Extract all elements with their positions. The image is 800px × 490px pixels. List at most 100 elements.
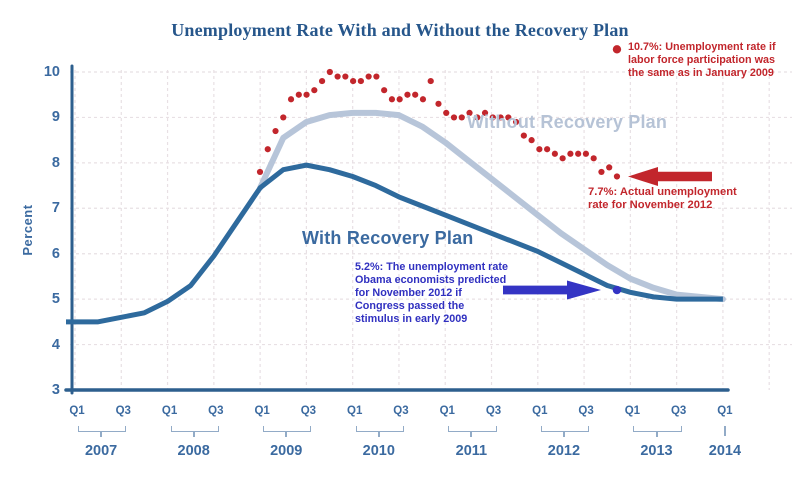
series-label-without-recovery-plan: Without Recovery Plan <box>467 112 668 132</box>
x-tick-label: Q3 <box>208 405 224 417</box>
y-tick-label: 3 <box>51 382 60 398</box>
x-tick-label: Q1 <box>69 405 85 417</box>
blue-arrow-right <box>503 280 601 300</box>
x-tick-label: Q3 <box>485 405 502 417</box>
x-tick-label: Q3 <box>393 405 409 417</box>
actual-rate-dot <box>287 96 295 103</box>
actual-rate-dot <box>295 91 302 98</box>
actual-rate-dot <box>559 155 566 162</box>
actual-rate-dot <box>551 150 558 157</box>
actual-rate-dot <box>497 114 504 121</box>
actual-rate-dot <box>404 91 411 98</box>
year-bracket-tick <box>655 431 658 437</box>
year-label: 2010 <box>362 443 395 459</box>
year-label: 2014 <box>708 443 742 459</box>
year-tick <box>723 426 726 436</box>
year-bracket <box>78 426 127 432</box>
actual-rate-dot <box>481 109 489 116</box>
actual-rate-dot <box>256 168 264 176</box>
year-bracket-tick <box>377 431 380 437</box>
actual-rate-dot <box>419 96 427 103</box>
annotation-labor-force-rate: 10.7%: Unemployment rate if labor force … <box>628 41 776 79</box>
actual-rate-dot <box>303 91 310 98</box>
predicted-rate-point <box>612 285 622 295</box>
annotation-actual-rate: 7.7%: Actual unemployment rate for Novem… <box>588 186 737 211</box>
actual-rate-dot <box>412 91 419 98</box>
actual-rate-dot <box>590 155 597 162</box>
year-label: 2008 <box>177 443 210 459</box>
actual-rate-dot <box>264 146 271 153</box>
x-tick-label: Q1 <box>532 405 548 417</box>
year-label: 2011 <box>455 443 488 459</box>
x-tick-label: Q3 <box>115 405 131 417</box>
actual-rate-dot <box>598 168 605 176</box>
y-tick-label: 6 <box>51 245 60 262</box>
actual-rate-dot <box>318 77 326 85</box>
red-arrow-left <box>628 167 712 186</box>
year-label: 2009 <box>270 443 303 459</box>
actual-rate-dot <box>272 127 279 135</box>
y-tick-label: 5 <box>51 291 60 308</box>
actual-rate-dot <box>505 114 512 121</box>
x-tick-label: Q3 <box>300 405 317 417</box>
chart-title: Unemployment Rate With and Without the R… <box>171 20 629 40</box>
year-bracket-tick <box>470 431 473 437</box>
year-label: 2012 <box>547 443 581 459</box>
actual-rate-dot <box>280 114 287 121</box>
actual-rate-dot <box>606 164 613 171</box>
actual-rate-dot <box>466 109 473 116</box>
actual-rate-dot <box>567 150 574 157</box>
actual-rate-dot <box>311 87 318 94</box>
actual-rate-dot <box>357 77 364 85</box>
actual-rate-dot <box>474 114 481 121</box>
actual-rate-dot <box>450 114 458 121</box>
actual-rate-dot <box>512 118 520 126</box>
actual-rate-dot <box>381 87 388 94</box>
year-bracket-tick <box>285 431 288 437</box>
year-bracket-tick <box>562 431 565 437</box>
actual-rate-dot <box>365 73 372 80</box>
actual-rate-dot <box>342 73 349 80</box>
actual-rate-dot <box>489 114 496 121</box>
actual-rate-dot <box>458 114 465 121</box>
y-tick-label: 4 <box>51 336 60 353</box>
labor-force-adjusted-point <box>612 45 622 54</box>
actual-rate-dot <box>373 73 380 80</box>
actual-rate-dot <box>536 146 543 153</box>
actual-rate-dot <box>396 96 403 103</box>
annotation-predicted-rate: 5.2%: The unemployment rate Obama econom… <box>355 261 508 325</box>
x-tick-label: Q1 <box>161 405 178 417</box>
x-tick-label: Q3 <box>670 405 687 417</box>
actual-rate-dot <box>427 77 434 85</box>
actual-rate-dot <box>334 73 341 80</box>
actual-rate-dot <box>613 173 621 180</box>
actual-rate-dot <box>575 150 582 157</box>
y-tick-label: 10 <box>43 63 60 80</box>
without-recovery-plan-line <box>257 109 726 303</box>
y-tick-label: 7 <box>51 200 60 217</box>
year-label: 2007 <box>84 443 118 459</box>
year-label: 2013 <box>640 443 673 459</box>
actual-rate-dot <box>544 146 551 153</box>
actual-rate-dot <box>582 150 590 157</box>
y-tick-label: 8 <box>51 154 60 171</box>
x-tick-label: Q3 <box>578 405 594 417</box>
x-tick-label: Q1 <box>439 405 455 417</box>
x-tick-label: Q1 <box>347 405 363 417</box>
actual-rate-dot <box>435 100 442 107</box>
actual-rate-dot <box>528 137 535 144</box>
series-label-with-recovery-plan: With Recovery Plan <box>302 228 474 248</box>
x-tick-label: Q1 <box>254 405 270 417</box>
x-tick-label: Q1 <box>624 405 641 417</box>
with-recovery-plan-line <box>66 162 723 325</box>
year-bracket-tick <box>100 431 103 437</box>
actual-rate-dot <box>520 132 527 139</box>
actual-rate-dot <box>326 68 333 76</box>
y-tick-label: 9 <box>51 109 60 126</box>
year-bracket-tick <box>192 431 195 437</box>
actual-rate-dot <box>388 96 396 103</box>
x-tick-label: Q1 <box>717 405 733 417</box>
actual-rate-dot <box>350 77 357 85</box>
